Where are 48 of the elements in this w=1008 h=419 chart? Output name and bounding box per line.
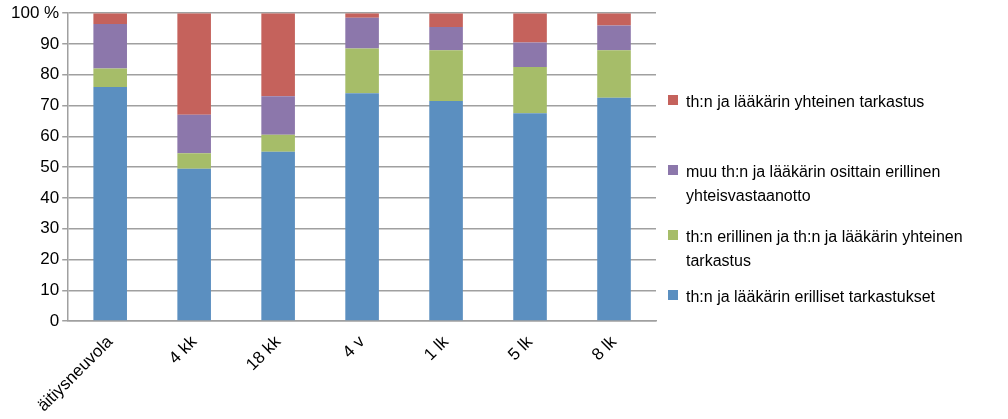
- legend-label: th:n ja lääkärin yhteinen tarkastus: [686, 92, 925, 112]
- bar: [93, 13, 127, 24]
- bar: [345, 93, 379, 321]
- bar: [513, 13, 547, 43]
- x-tick-label: 4 v: [338, 331, 369, 362]
- x-tick-label: 5 lk: [504, 331, 537, 365]
- bar: [597, 50, 631, 98]
- bar: [429, 13, 463, 28]
- bar: [429, 50, 463, 101]
- bar: [93, 23, 127, 69]
- bar: [429, 100, 463, 321]
- bar: [513, 42, 547, 68]
- y-tick-label: 80: [40, 64, 60, 84]
- x-tick-label: 1 lk: [420, 331, 453, 365]
- bar: [93, 87, 127, 321]
- x-tick-label: 4 kk: [164, 331, 201, 368]
- y-tick-label: 10: [40, 279, 60, 299]
- bar: [597, 97, 631, 321]
- y-tick-label: 70: [40, 95, 60, 115]
- bar: [261, 151, 295, 321]
- bar: [513, 113, 547, 321]
- bar: [177, 168, 211, 321]
- bar: [261, 13, 295, 97]
- bar: [597, 13, 631, 26]
- bar: [345, 48, 379, 94]
- bar: [345, 17, 379, 49]
- bar: [177, 153, 211, 169]
- bar: [261, 134, 295, 152]
- y-tick-label: 0: [49, 310, 60, 330]
- x-tick-label: 8 lk: [588, 331, 621, 365]
- y-tick-label: 30: [40, 218, 60, 238]
- y-tick-label: 90: [40, 33, 60, 53]
- y-tick-label: 50: [40, 156, 60, 176]
- y-tick-label: 20: [40, 249, 60, 269]
- y-tick-label: 40: [40, 187, 60, 207]
- y-tick-label: 100 %: [11, 2, 60, 22]
- bar: [93, 68, 127, 88]
- bar: [177, 13, 211, 115]
- legend-label: th:n ja lääkärin erilliset tarkastukset: [686, 287, 935, 307]
- bar: [597, 25, 631, 51]
- bar: [261, 96, 295, 135]
- bar: [177, 114, 211, 154]
- legend-label: muu th:n ja lääkärin osittain erillinen yhteisvastaanotto: [686, 162, 942, 206]
- bar: [513, 67, 547, 114]
- y-tick-label: 60: [40, 126, 60, 146]
- legend-label: th:n erillinen ja th:n ja lääkärin yhteinen tarkastus: [686, 227, 964, 271]
- bar: [429, 27, 463, 51]
- x-tick-label: 18 kk: [242, 331, 285, 375]
